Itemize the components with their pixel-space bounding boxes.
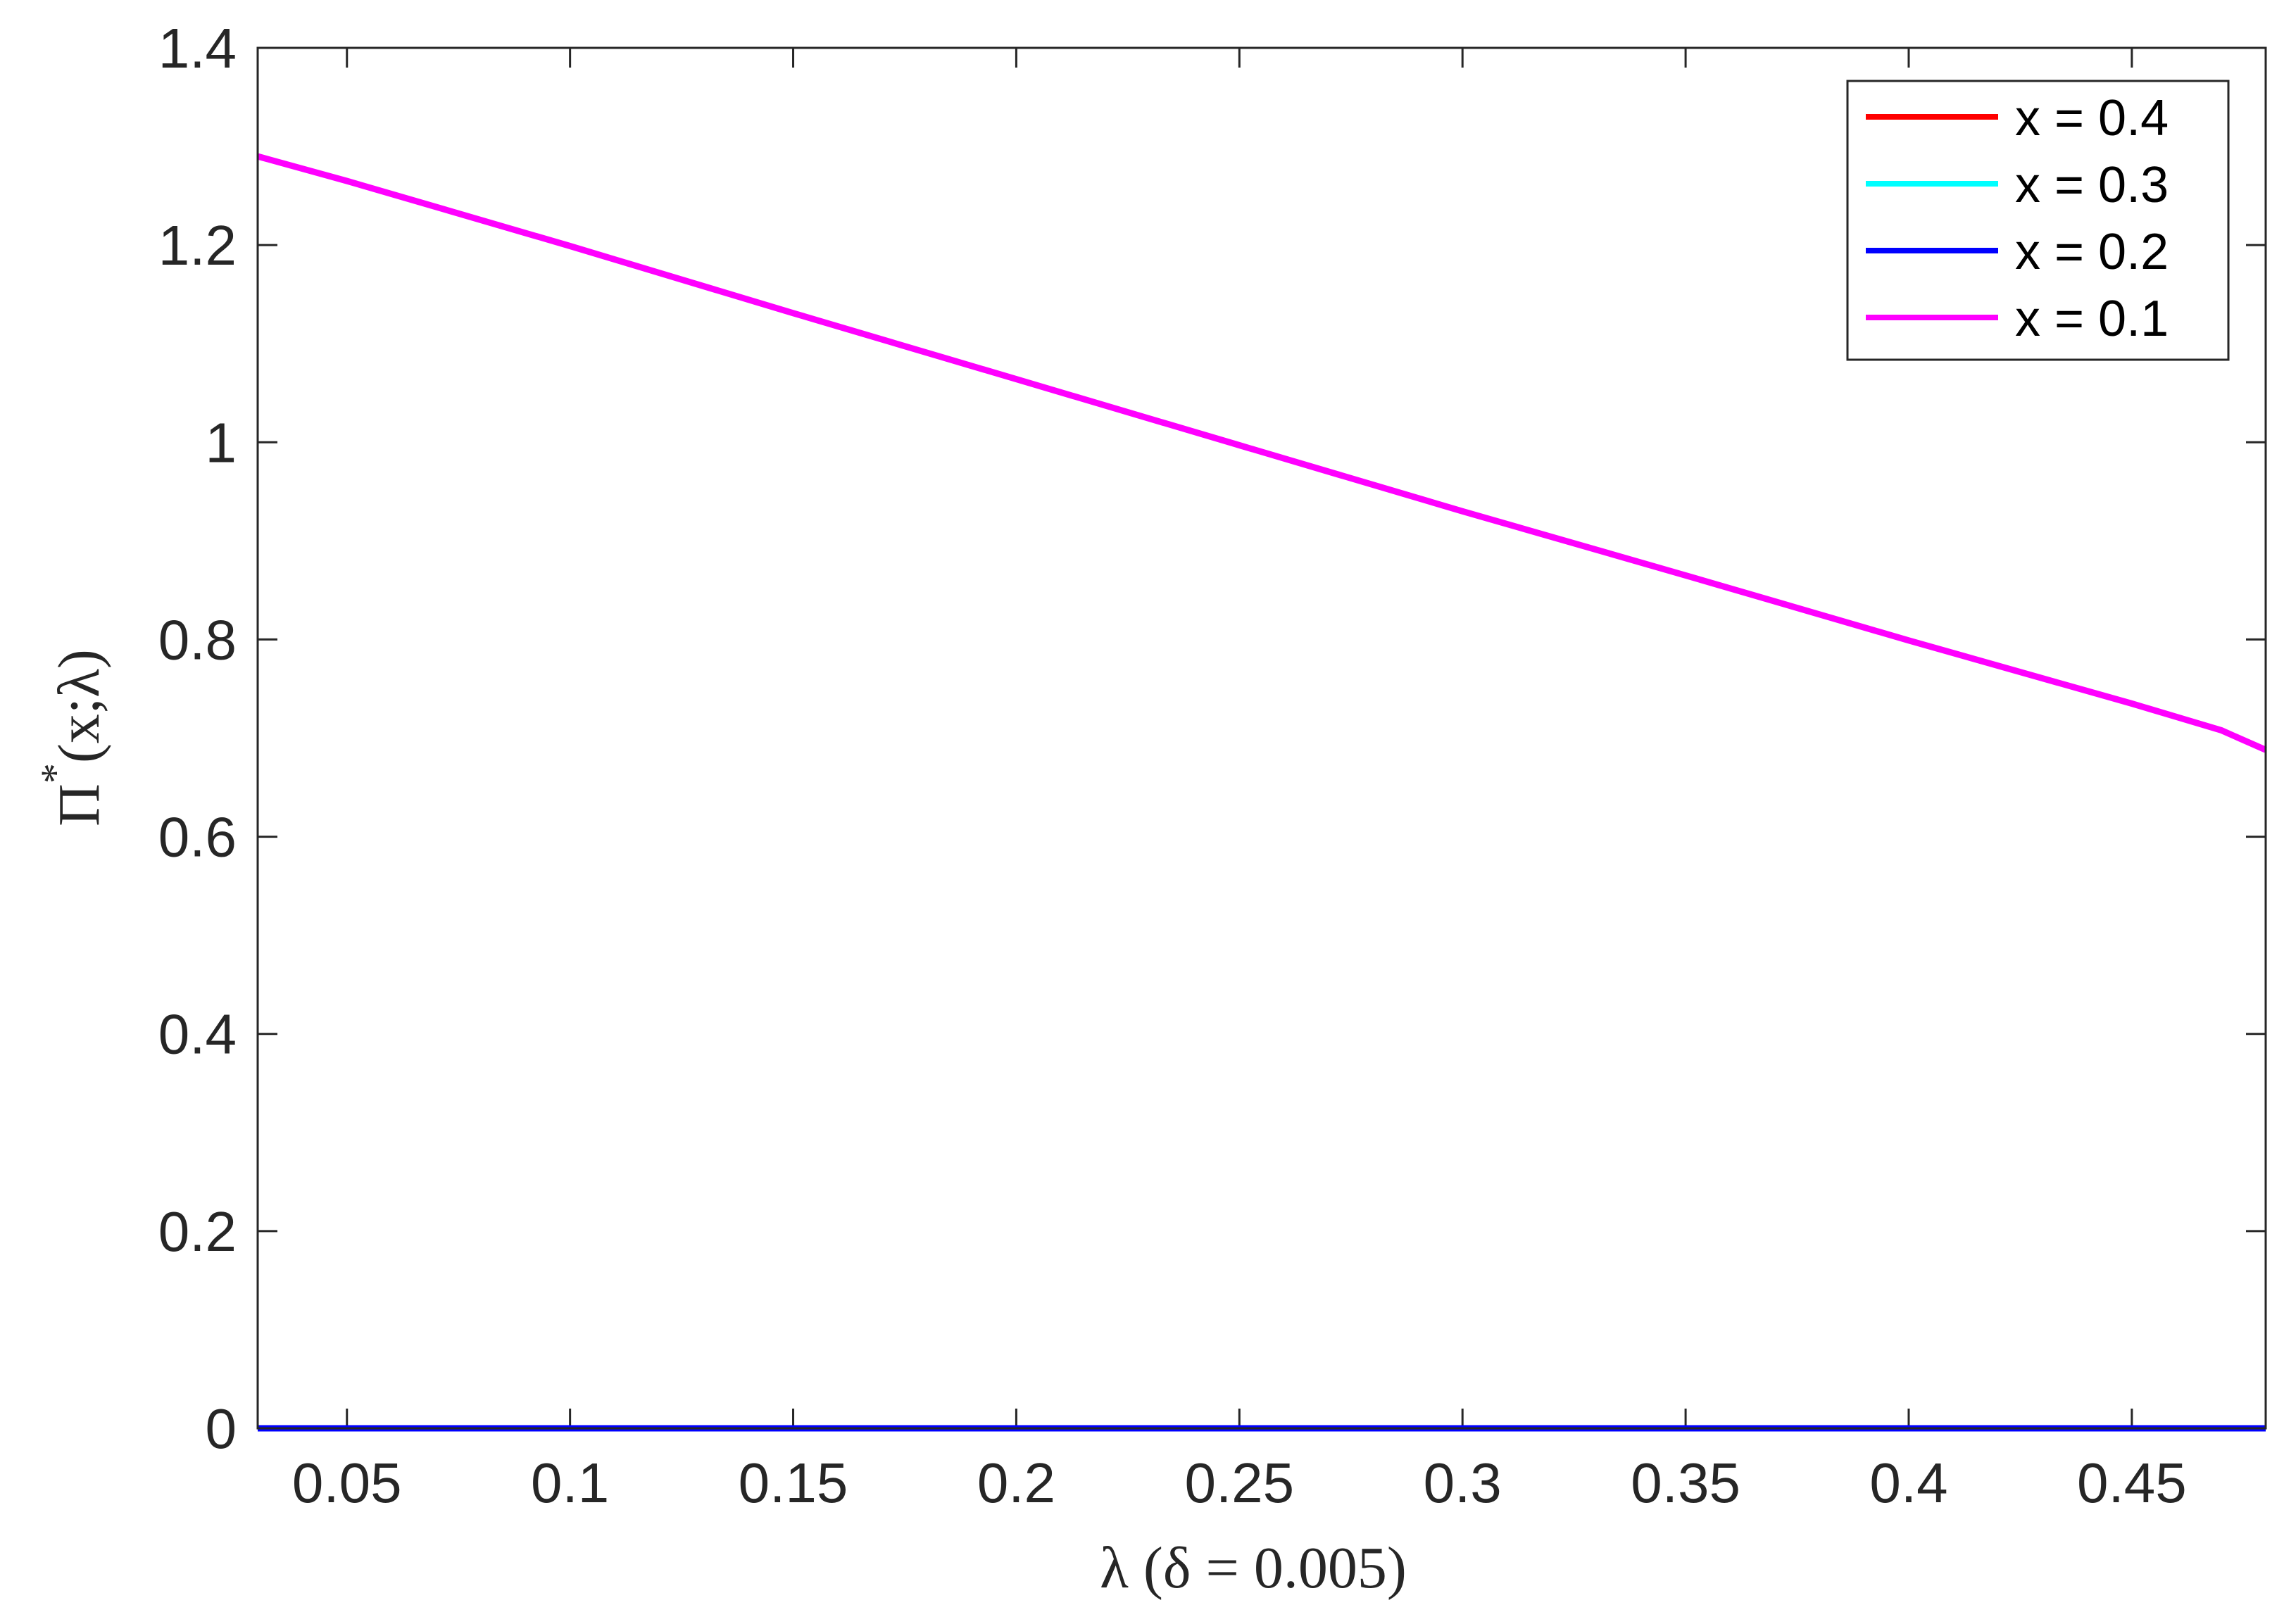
x-tick-label: 0.4 xyxy=(1869,1452,1947,1514)
tick-labels: 0.05 0.1 0.15 0.2 0.25 0.3 0.35 0.4 0.45 0 0.2 0.4 0… xyxy=(158,17,2187,1514)
y-axis-label-rest: (x;λ) xyxy=(46,649,112,763)
legend-item: x = 0.1 xyxy=(1866,291,2169,347)
y-tick-label: 0 xyxy=(206,1397,237,1460)
y-tick-label: 0.6 xyxy=(158,806,237,869)
legend-box xyxy=(1846,80,2230,361)
x-tick-label: 0.2 xyxy=(977,1452,1055,1514)
y-axis-label: Π*(x;λ) xyxy=(32,649,112,826)
x-tick-label: 0.25 xyxy=(1184,1452,1294,1514)
legend-item: x = 0.2 xyxy=(1866,224,2169,280)
y-axis-label-sup: * xyxy=(32,763,78,783)
legend-label: x = 0.2 xyxy=(2015,224,2169,280)
y-tick-label: 1.4 xyxy=(158,17,237,80)
y-tick-label: 0.8 xyxy=(158,608,237,671)
y-axis-label-main: Π xyxy=(46,783,112,826)
legend-item: x = 0.4 xyxy=(1866,90,2169,146)
legend-label: x = 0.1 xyxy=(2015,291,2169,347)
plot-frame xyxy=(256,46,2267,1430)
y-tick-label: 0.2 xyxy=(158,1200,237,1263)
legend-label: x = 0.4 xyxy=(2015,90,2169,146)
x-tick-label: 0.45 xyxy=(2077,1452,2187,1514)
y-tick-label: 0.4 xyxy=(158,1003,237,1066)
x-tick-label: 0.05 xyxy=(292,1452,402,1514)
y-tick-label: 1 xyxy=(206,411,237,474)
legend: x = 0.4 x = 0.3 x = 0.2 x = 0.1 xyxy=(1846,80,2230,361)
x-axis-label: λ (δ = 0.005) xyxy=(1100,1535,1407,1601)
x-tick-label: 0.35 xyxy=(1631,1452,1740,1514)
legend-item: x = 0.3 xyxy=(1866,157,2169,213)
legend-label: x = 0.3 xyxy=(2015,157,2169,213)
x-tick-label: 0.15 xyxy=(739,1452,848,1514)
series-line xyxy=(256,153,2267,753)
y-tick-label: 1.2 xyxy=(158,214,237,277)
x-tick-label: 0.3 xyxy=(1424,1452,1502,1514)
x-tick-label: 0.1 xyxy=(531,1452,609,1514)
